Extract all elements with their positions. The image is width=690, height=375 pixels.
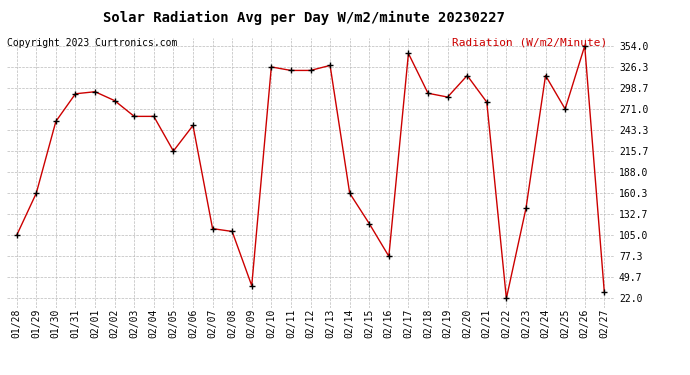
Text: Copyright 2023 Curtronics.com: Copyright 2023 Curtronics.com: [7, 38, 177, 48]
Text: Solar Radiation Avg per Day W/m2/minute 20230227: Solar Radiation Avg per Day W/m2/minute …: [103, 11, 504, 26]
Text: Radiation (W/m2/Minute): Radiation (W/m2/Minute): [452, 38, 607, 48]
